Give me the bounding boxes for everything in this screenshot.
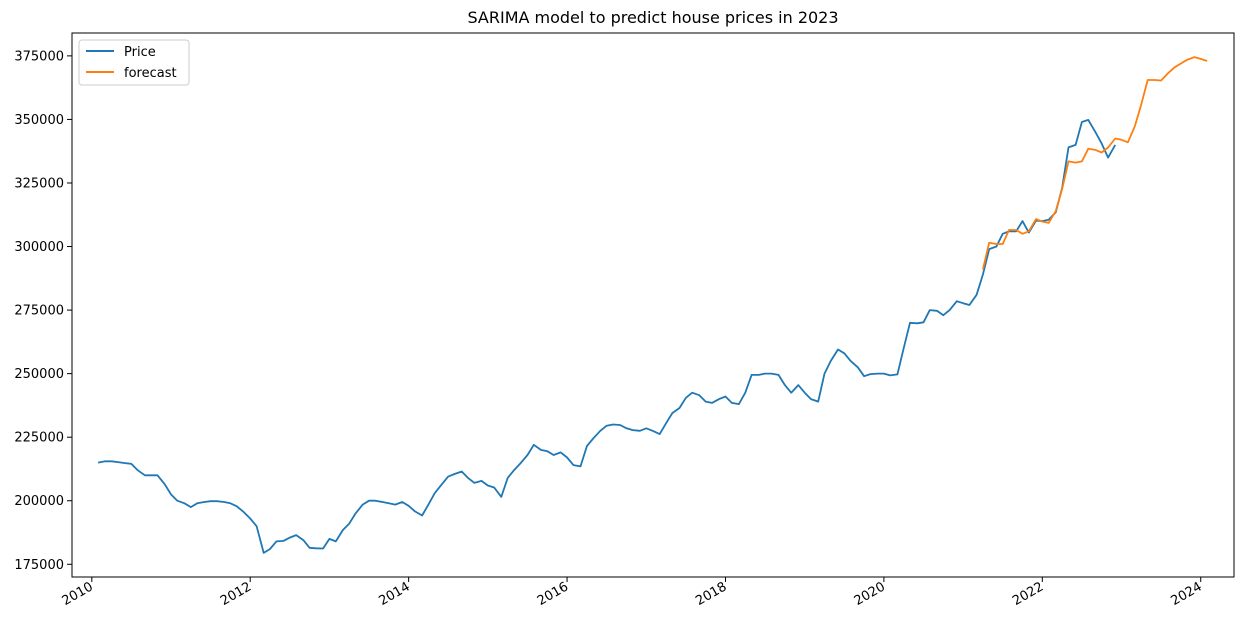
y-tick-label: 200000	[14, 494, 64, 509]
y-tick-label: 250000	[14, 367, 64, 382]
legend: Price forecast	[78, 39, 190, 86]
series-line-forecast	[982, 56, 1208, 270]
series-line-price	[97, 119, 1116, 554]
legend-label-price: Price	[124, 45, 156, 60]
y-tick-label: 225000	[14, 431, 64, 446]
series-lines	[97, 56, 1208, 554]
chart-title: SARIMA model to predict house prices in …	[467, 8, 838, 27]
y-tick-label: 350000	[14, 113, 64, 128]
y-tick-label: 375000	[14, 49, 64, 64]
legend-label-forecast: forecast	[124, 66, 177, 81]
y-tick-label: 300000	[14, 240, 64, 255]
y-tick-label: 175000	[14, 558, 64, 573]
y-tick-label: 275000	[14, 304, 64, 319]
y-tick-label: 325000	[14, 176, 64, 191]
plot-frame	[71, 32, 1235, 578]
